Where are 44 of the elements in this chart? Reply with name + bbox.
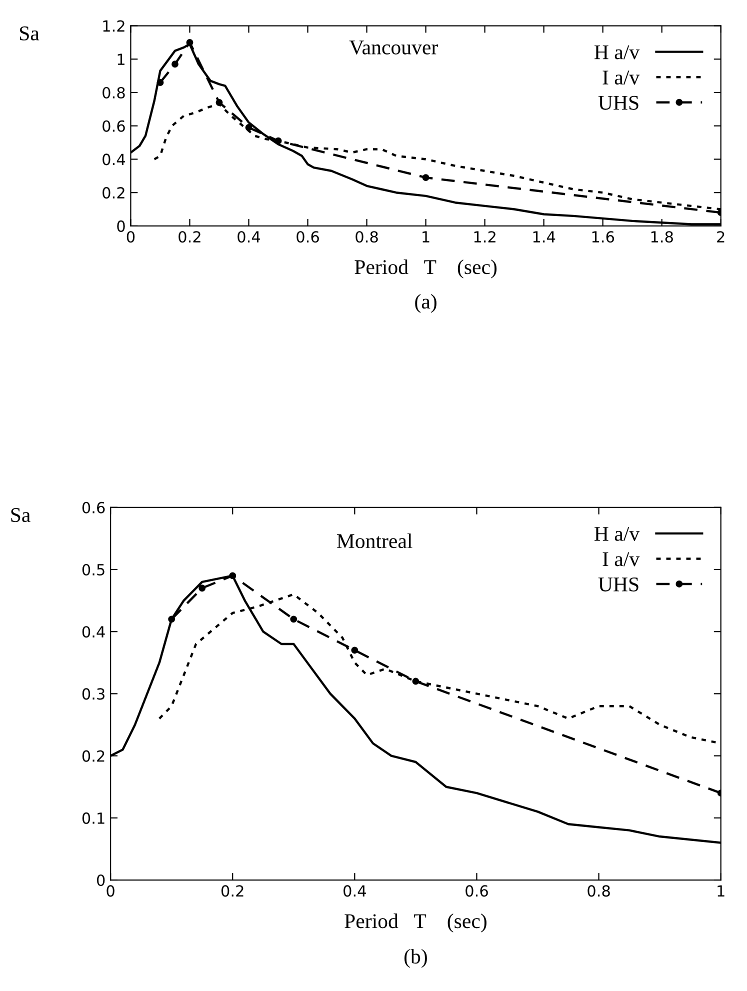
x-tick-label: 0.8 <box>588 885 610 897</box>
x-tick-label: 1.2 <box>474 231 496 242</box>
y-tick-label: 0.1 <box>82 812 104 824</box>
text: Montreal <box>336 533 412 548</box>
y-tick-label: 0.4 <box>82 626 105 638</box>
x-tick-label: 0.6 <box>466 885 488 897</box>
y-tick-label: 0.6 <box>82 502 105 514</box>
y-tick-label: 0.2 <box>82 750 104 762</box>
legend-label: UHS <box>598 96 638 110</box>
y-tick-label: 0.2 <box>102 187 124 199</box>
y-tick-label: 1 <box>118 54 124 65</box>
y-tick-label: 0 <box>117 220 125 232</box>
text: Vancouver <box>349 40 438 55</box>
text: (a) <box>415 294 436 313</box>
text: (b) <box>404 948 427 968</box>
x-tick-label: 1 <box>718 885 724 896</box>
legend-label: H a/v <box>594 526 640 541</box>
x-tick-label: 0.2 <box>178 231 200 243</box>
y-tick-label: 0.6 <box>102 120 125 132</box>
y-tick-label: 0.3 <box>82 688 104 700</box>
y-tick-label: 0.5 <box>82 564 104 576</box>
x-tick-label: 1.6 <box>592 231 614 243</box>
x-tick-label: 0.4 <box>238 231 260 243</box>
y-tick-label: 0.4 <box>102 154 126 166</box>
x-tick-label: 1 <box>422 231 430 242</box>
x-tick-label: 2 <box>717 231 724 242</box>
x-tick-label: 0.2 <box>221 885 244 897</box>
legend-label: I a/v <box>602 552 640 566</box>
y-tick-label: 0.8 <box>102 86 125 99</box>
x-tick-label: 1.8 <box>651 231 673 243</box>
legend-label: I a/v <box>602 70 640 85</box>
x-tick-label: 1.4 <box>533 231 556 242</box>
x-tick-label: 0.4 <box>344 885 366 897</box>
y-tick-label: 1.2 <box>103 20 124 32</box>
x-tick-label: 0.6 <box>296 231 319 243</box>
x-tick-label: 0 <box>126 231 135 243</box>
y-axis-title: Sa <box>20 26 40 40</box>
legend-label: H a/v <box>594 45 640 60</box>
x-tick-label: 0.8 <box>356 231 378 243</box>
legend-label: UHS <box>598 577 638 592</box>
y-axis-title: Sa <box>11 508 30 522</box>
y-tick-label: 0 <box>96 874 105 886</box>
x-axis-title: Period T (sec) <box>354 259 497 278</box>
x-axis-title: Period T (sec) <box>344 914 486 932</box>
